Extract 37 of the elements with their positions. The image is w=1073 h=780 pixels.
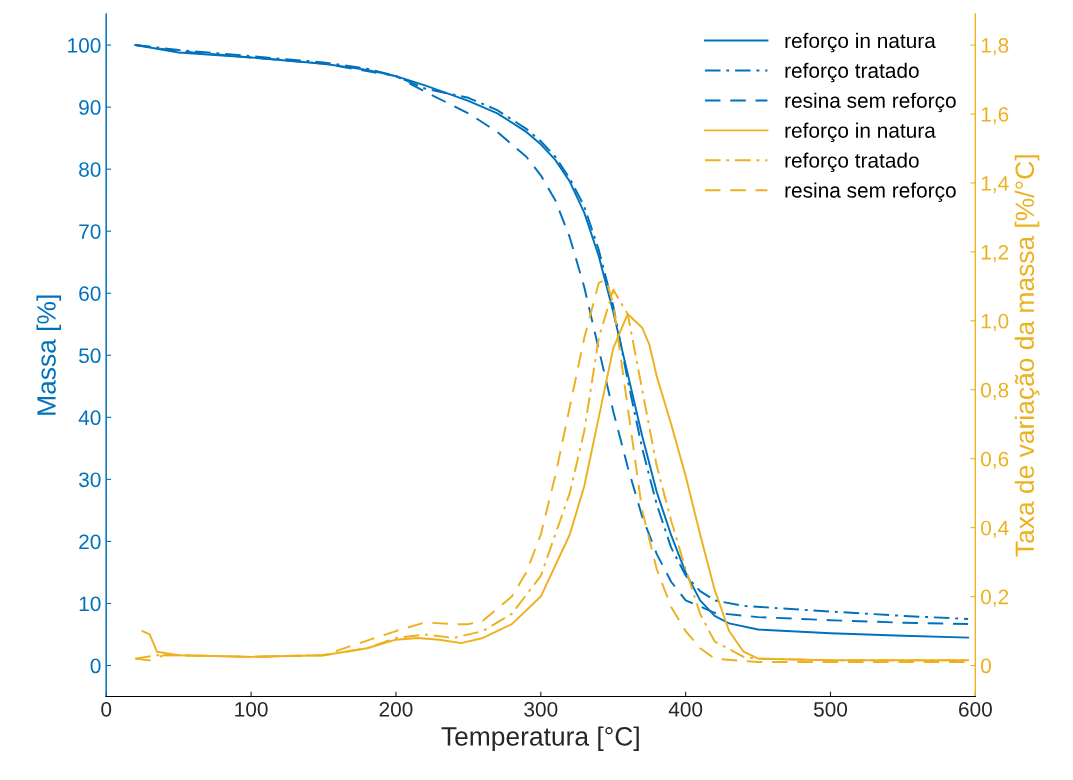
y2-tick-label: 0 — [981, 658, 991, 674]
y-tick-label: 40 — [78, 410, 101, 426]
legend-label: reforço in natura — [785, 32, 936, 53]
y2-tick-label: 0,2 — [981, 589, 1009, 607]
y-tick-label: 80 — [79, 162, 101, 177]
legend-label: resina sem reforço — [785, 92, 956, 113]
x-tick-label: 500 — [813, 701, 848, 717]
x-tick-label: 400 — [668, 701, 703, 717]
y-tick-label: 70 — [79, 224, 101, 239]
y2-tick-label: 0,8 — [981, 382, 1009, 400]
x-tick-label: 0 — [101, 701, 112, 717]
y2-axis-title: Taxa de variação da massa [%/°C] — [1014, 155, 1040, 557]
y2-tick-label: 1,2 — [981, 244, 1009, 263]
y-tick-label: 60 — [79, 286, 101, 301]
legend-label: reforço in natura — [785, 122, 936, 143]
y2-tick-label: 1,0 — [981, 313, 1009, 332]
y-tick-label: 100 — [68, 38, 101, 53]
y2-tick-label: 0,4 — [981, 520, 1009, 538]
legend-label: reforço tratado — [785, 62, 919, 83]
y-tick-label: 30 — [78, 472, 101, 488]
y-tick-label: 90 — [79, 100, 101, 115]
x-axis-title: Temperatura [°C] — [441, 726, 639, 751]
legend-label: resina sem reforço — [785, 182, 956, 202]
x-tick-label: 100 — [235, 701, 268, 717]
y2-tick-label: 1,8 — [981, 38, 1009, 56]
y-tick-label: 0 — [90, 658, 101, 674]
x-tick-label: 300 — [524, 701, 558, 717]
y-axis-title: Massa [%] — [36, 295, 62, 415]
y2-tick-label: 1,6 — [981, 107, 1009, 125]
x-tick-label: 200 — [379, 701, 413, 717]
legend-label: reforço tratado — [785, 152, 919, 173]
y2-tick-label: 0,6 — [981, 451, 1009, 469]
y-tick-label: 10 — [79, 596, 101, 612]
y2-tick-label: 1,4 — [981, 176, 1009, 194]
x-tick-label: 600 — [959, 701, 992, 717]
y-tick-label: 20 — [79, 534, 101, 550]
y-tick-label: 50 — [79, 348, 101, 364]
